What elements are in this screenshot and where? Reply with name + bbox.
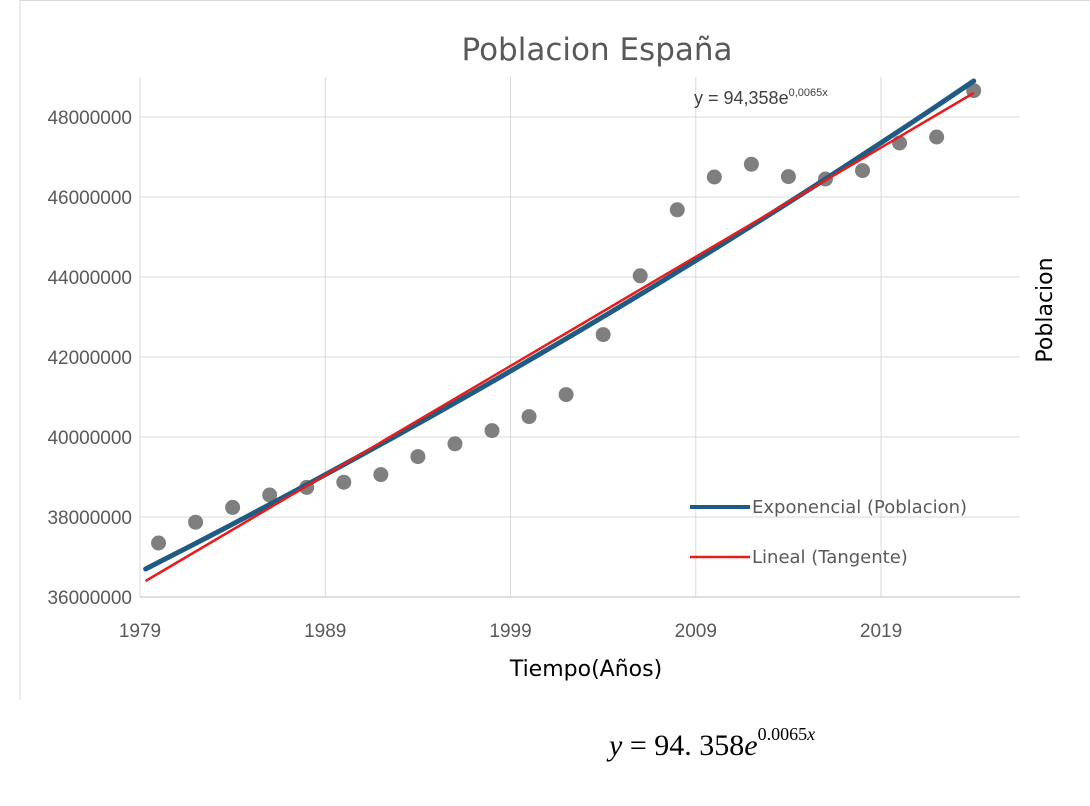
population-chart: Poblacion España 36000000 38000000 4000000…: [19, 0, 1090, 700]
data-point: [188, 514, 204, 530]
data-point: [410, 449, 426, 465]
data-point: [447, 436, 463, 452]
data-point: [151, 535, 167, 551]
formula-base: e: [744, 729, 758, 762]
legend-label-linear: Lineal (Tangente): [752, 547, 908, 568]
y-tick-label: 40000000: [47, 428, 132, 449]
data-point: [669, 202, 685, 218]
y-tick-label: 38000000: [47, 508, 132, 529]
data-point: [595, 327, 611, 343]
data-point: [743, 156, 759, 172]
x-tick-label: 2019: [860, 621, 902, 642]
y-tick-label: 44000000: [47, 268, 132, 289]
x-tick-label: 1989: [304, 621, 346, 642]
legend-label-exponential: Exponencial (Poblacion): [752, 497, 967, 518]
x-axis-title: Tiempo(Años): [509, 657, 662, 682]
data-point: [336, 474, 352, 490]
chart-frame: Poblacion España 36000000 38000000 4000000…: [19, 0, 1090, 700]
data-point: [225, 499, 241, 515]
linear-tangent-line: [144, 91, 975, 583]
exponential-trendline: [143, 78, 977, 572]
data-point: [855, 163, 871, 179]
y-tick-label: 46000000: [47, 188, 132, 209]
data-point: [780, 169, 796, 185]
y-tick-label: 36000000: [47, 588, 132, 609]
formula-exponent: 0.0065x: [757, 724, 816, 744]
x-tick-label: 1999: [489, 621, 531, 642]
data-point: [521, 409, 537, 425]
data-point: [262, 487, 278, 503]
formula-equals: =: [622, 729, 655, 762]
chart-equation-label: y = 94,358e0,0065x: [694, 87, 828, 108]
data-point: [706, 169, 722, 185]
y-axis-title: Poblacion: [1033, 257, 1058, 362]
chart-title: Poblacion España: [461, 32, 732, 68]
exponential-formula: y = 94. 358e0.0065x: [609, 724, 815, 763]
y-tick-label: 42000000: [47, 348, 132, 369]
formula-lhs: y: [609, 729, 623, 762]
x-tick-label: 2009: [675, 621, 717, 642]
y-tick-label: 48000000: [47, 108, 132, 129]
data-point: [558, 387, 574, 403]
data-point: [632, 268, 648, 284]
data-point: [373, 467, 389, 483]
data-point: [929, 129, 945, 145]
data-point: [484, 423, 500, 439]
formula-coefficient: 94. 358: [654, 729, 745, 762]
x-tick-label: 1979: [119, 621, 161, 642]
